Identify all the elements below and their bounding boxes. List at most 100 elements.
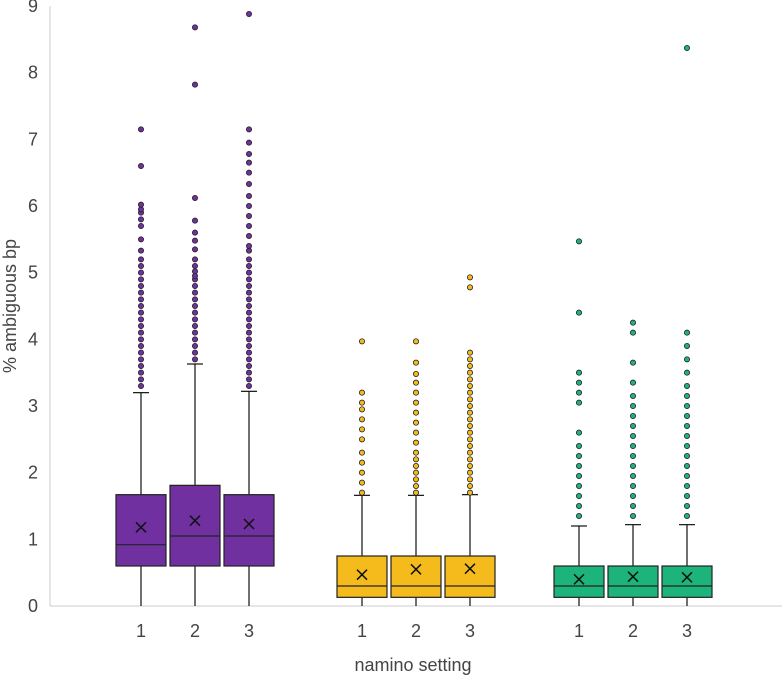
- outlier-point: [191, 356, 198, 363]
- outlier-point: [191, 289, 198, 296]
- outlier-point: [191, 349, 198, 356]
- x-tick-label: 2: [628, 621, 638, 641]
- outlier-point: [358, 469, 365, 476]
- outlier-point: [576, 462, 583, 469]
- box-rect: [115, 494, 167, 567]
- box-rect: [661, 565, 713, 598]
- box-rect: [390, 555, 442, 598]
- outlier-point: [358, 426, 365, 433]
- outlier-point: [137, 296, 144, 303]
- outlier-point: [466, 409, 473, 416]
- outlier-point: [412, 462, 419, 469]
- outlier-point: [245, 309, 252, 316]
- outlier-point: [245, 302, 252, 309]
- outlier-point: [412, 489, 419, 496]
- outlier-point: [412, 389, 419, 396]
- box-plot-item: [336, 338, 388, 606]
- outlier-point: [684, 482, 691, 489]
- outlier-point: [684, 412, 691, 419]
- outlier-point: [245, 296, 252, 303]
- outlier-point: [358, 436, 365, 443]
- outlier-point: [245, 362, 252, 369]
- outlier-point: [191, 256, 198, 263]
- mean-marker: [356, 569, 368, 581]
- outlier-point: [466, 422, 473, 429]
- outlier-point: [630, 392, 637, 399]
- outlier-point: [191, 194, 198, 201]
- outlier-point: [191, 309, 198, 316]
- outlier-point: [576, 429, 583, 436]
- outlier-point: [191, 342, 198, 349]
- outlier-point: [576, 238, 583, 245]
- outlier-point: [137, 247, 144, 254]
- outlier-point: [412, 419, 419, 426]
- mean-marker: [627, 571, 639, 583]
- outlier-point: [466, 436, 473, 443]
- outlier-point: [412, 338, 419, 345]
- x-tick-label: 3: [244, 621, 254, 641]
- box-plot-item: [553, 238, 605, 606]
- outlier-point: [245, 139, 252, 146]
- mean-marker: [189, 515, 201, 527]
- outlier-point: [630, 513, 637, 520]
- outlier-point: [137, 336, 144, 343]
- outlier-point: [245, 242, 252, 249]
- x-tick-label: 1: [574, 621, 584, 641]
- outlier-point: [466, 476, 473, 483]
- outlier-point: [245, 180, 252, 187]
- x-tick-label: 3: [682, 621, 692, 641]
- outlier-point: [245, 256, 252, 263]
- outlier-point: [358, 416, 365, 423]
- outlier-point: [466, 456, 473, 463]
- box-rect: [336, 555, 388, 598]
- outlier-point: [466, 416, 473, 423]
- outlier-point: [684, 382, 691, 389]
- y-tick-label: 2: [28, 463, 38, 483]
- box-plot-item: [607, 319, 659, 606]
- outlier-point: [137, 236, 144, 243]
- outlier-point: [630, 422, 637, 429]
- outlier-point: [466, 362, 473, 369]
- outlier-point: [137, 362, 144, 369]
- outlier-point: [191, 81, 198, 88]
- outlier-point: [137, 162, 144, 169]
- mean-marker: [135, 521, 147, 533]
- outlier-point: [245, 382, 252, 389]
- outlier-point: [137, 201, 144, 208]
- box-plot-item: [169, 24, 221, 606]
- outlier-point: [630, 492, 637, 499]
- outlier-point: [684, 45, 691, 52]
- y-tick-label: 1: [28, 529, 38, 549]
- outlier-point: [576, 389, 583, 396]
- outlier-point: [576, 399, 583, 406]
- outlier-point: [466, 349, 473, 356]
- outlier-point: [137, 302, 144, 309]
- outlier-point: [630, 452, 637, 459]
- outlier-point: [412, 449, 419, 456]
- outlier-point: [412, 469, 419, 476]
- y-tick-labels: 0 1 2 3 4 5 6 7 8 9: [28, 0, 38, 616]
- box-plot-item: [115, 126, 167, 606]
- outlier-point: [412, 439, 419, 446]
- outlier-point: [137, 376, 144, 383]
- outlier-point: [137, 316, 144, 323]
- outlier-point: [684, 422, 691, 429]
- outlier-point: [576, 482, 583, 489]
- mean-marker: [410, 563, 422, 575]
- outlier-point: [137, 126, 144, 133]
- outlier-point: [245, 349, 252, 356]
- outlier-point: [576, 442, 583, 449]
- outlier-point: [191, 316, 198, 323]
- outlier-point: [245, 329, 252, 336]
- outlier-point: [358, 449, 365, 456]
- outlier-point: [137, 282, 144, 289]
- outlier-point: [245, 262, 252, 269]
- outlier-point: [576, 513, 583, 520]
- box-group: [115, 10, 275, 606]
- outlier-point: [137, 342, 144, 349]
- outlier-point: [245, 316, 252, 323]
- outlier-point: [630, 472, 637, 479]
- outlier-point: [191, 336, 198, 343]
- outlier-point: [466, 356, 473, 363]
